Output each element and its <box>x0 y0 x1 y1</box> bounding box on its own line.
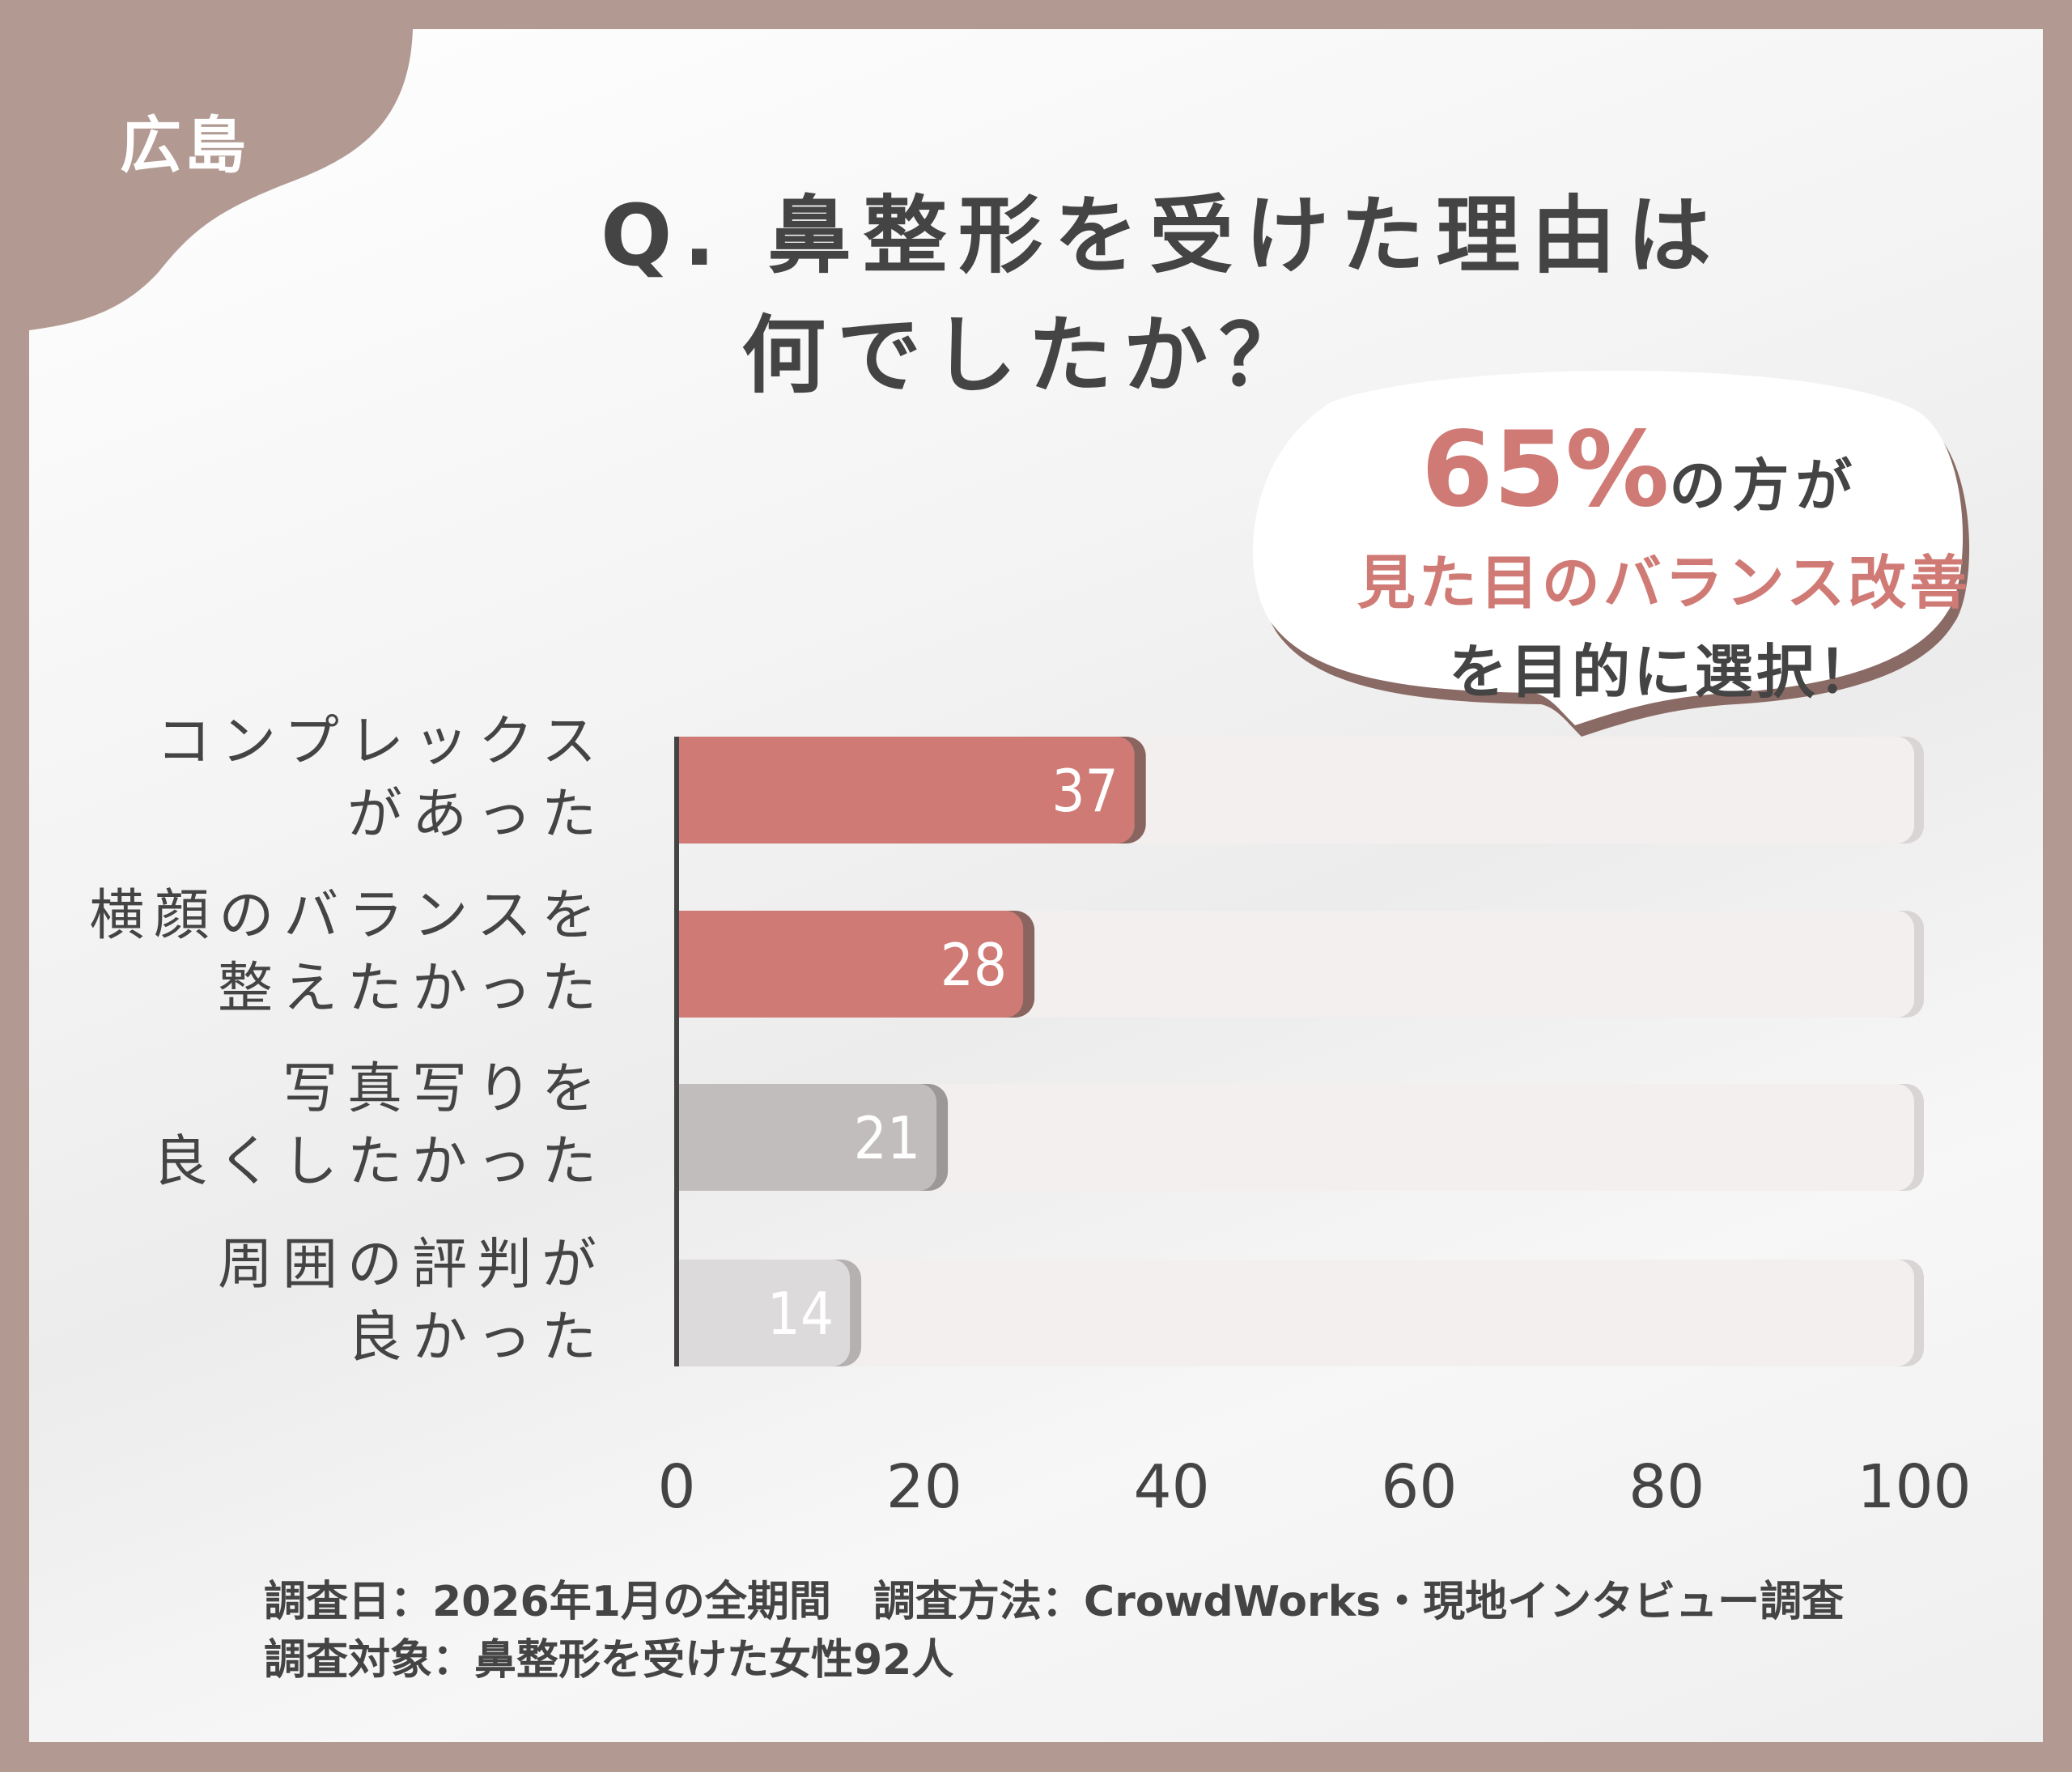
category-label-line: コンプレックス <box>156 710 606 774</box>
bar <box>677 1084 937 1191</box>
x-tick-label: 20 <box>885 1452 962 1522</box>
category-label-line: 良かった <box>346 1306 606 1370</box>
region-label: 広島 <box>120 109 249 181</box>
category-label-line: があった <box>346 783 606 847</box>
bar <box>677 737 1135 844</box>
category-label-line: 整えたかった <box>217 957 606 1021</box>
callout-line-1: 65%の方が <box>1421 410 1858 530</box>
category-label-line: 横顔のバランスを <box>89 884 606 948</box>
x-tick-label: 60 <box>1381 1452 1458 1522</box>
bar <box>677 911 1024 1018</box>
infographic-card: 広島 Q. 鼻整形を受けた理由は 何でしたか？ 65%の方が 見た目のバランス改… <box>29 29 2043 1742</box>
bar-left-edge <box>677 911 701 1018</box>
speech-bubble <box>1253 370 1970 819</box>
title-line-1: Q. 鼻整形を受けた理由は <box>601 186 1723 285</box>
category-label-line: 写真写りを <box>282 1057 606 1121</box>
corner-decoration <box>29 29 413 330</box>
category-label: 周囲の評判が良かった <box>218 1229 606 1375</box>
bar-value-label: 14 <box>767 1280 834 1348</box>
x-tick-label: 100 <box>1857 1452 1972 1522</box>
title-line-2: 何でしたか？ <box>741 306 1315 405</box>
footer-survey-target: 調査対象：鼻整形を受けた女性92人 <box>264 1636 954 1685</box>
bar-left-edge <box>677 737 701 844</box>
bar-chart: 37 28 21 14 <box>674 737 1924 1366</box>
category-label: 写真写りを良くしたかった <box>153 1053 606 1199</box>
callout-line-2: 見た目のバランス改善 <box>1357 549 1972 617</box>
bar-value-label: 37 <box>1051 757 1118 825</box>
category-label-line: 良くしたかった <box>152 1130 606 1194</box>
bar-value-label: 21 <box>854 1104 920 1172</box>
category-label: 横顔のバランスを整えたかった <box>89 880 606 1026</box>
callout-suffix: の方が <box>1669 453 1859 519</box>
x-tick-label: 40 <box>1133 1452 1210 1522</box>
bar <box>677 1260 851 1366</box>
category-label: コンプレックスがあった <box>156 706 606 852</box>
x-tick-label: 80 <box>1628 1452 1705 1522</box>
bar-track <box>677 1084 1914 1191</box>
bar-left-edge <box>677 1084 701 1191</box>
bar-left-edge <box>677 1260 701 1366</box>
callout-line-3: を目的に選択！ <box>1448 638 1879 706</box>
bar-value-label: 28 <box>940 931 1007 999</box>
callout-percent: 65% <box>1421 410 1670 530</box>
footer-survey-info: 調査日：2026年1月の全期間 調査方法：CrowdWorks・現地インタビュー… <box>264 1578 1845 1626</box>
x-tick-label: 0 <box>657 1452 696 1522</box>
bar-track <box>677 1260 1914 1366</box>
category-label-line: 周囲の評判が <box>217 1233 606 1297</box>
